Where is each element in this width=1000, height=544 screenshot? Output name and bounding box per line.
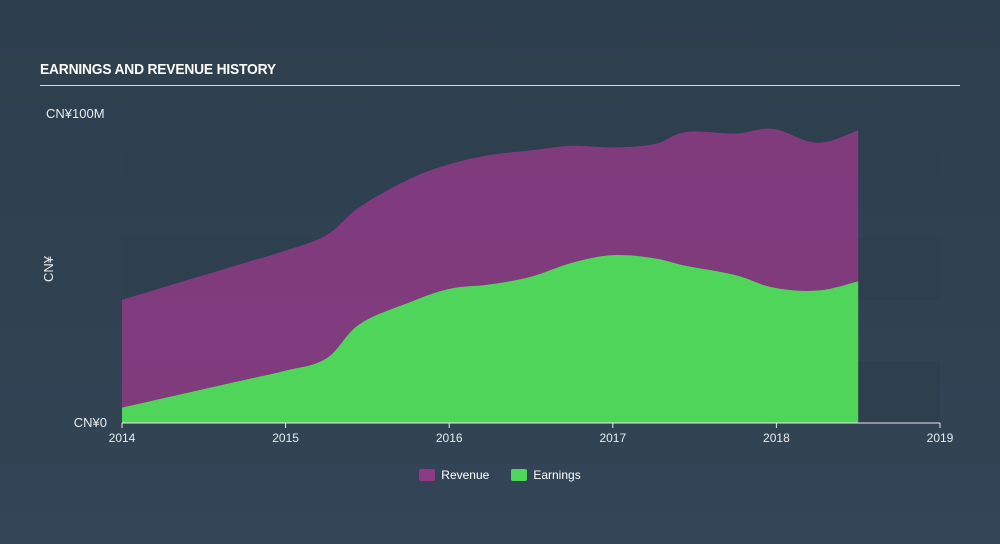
legend-item-earnings[interactable]: Earnings	[511, 468, 581, 482]
legend-label-revenue: Revenue	[441, 468, 490, 482]
y-axis-ticks: CN¥0 CN¥100M CN¥	[41, 106, 107, 430]
x-tick-label: 2019	[927, 431, 954, 445]
y-tick-label-min: CN¥0	[74, 415, 107, 430]
x-tick-label: 2016	[436, 431, 463, 445]
area-series-earnings	[122, 254, 859, 423]
x-tick-label: 2014	[109, 431, 136, 445]
x-tick-label: 2017	[599, 431, 626, 445]
chart-title: EARNINGS AND REVENUE HISTORY	[40, 61, 276, 78]
x-axis-ticks: 2014 2015 2016 2017 2018 2019	[109, 423, 954, 445]
x-tick-label: 2018	[763, 431, 790, 445]
legend-label-earnings: Earnings	[533, 468, 581, 482]
x-tick-label: 2015	[272, 431, 299, 445]
y-axis-label: CN¥	[41, 255, 56, 282]
axes	[122, 422, 941, 428]
y-tick-label-max: CN¥100M	[46, 106, 105, 121]
title-divider	[40, 85, 960, 86]
legend-swatch-earnings	[511, 469, 528, 481]
series-areas	[122, 128, 859, 423]
legend-swatch-revenue	[419, 469, 436, 481]
legend-item-revenue[interactable]: Revenue	[419, 468, 489, 482]
legend: Revenue Earnings	[0, 468, 1000, 482]
